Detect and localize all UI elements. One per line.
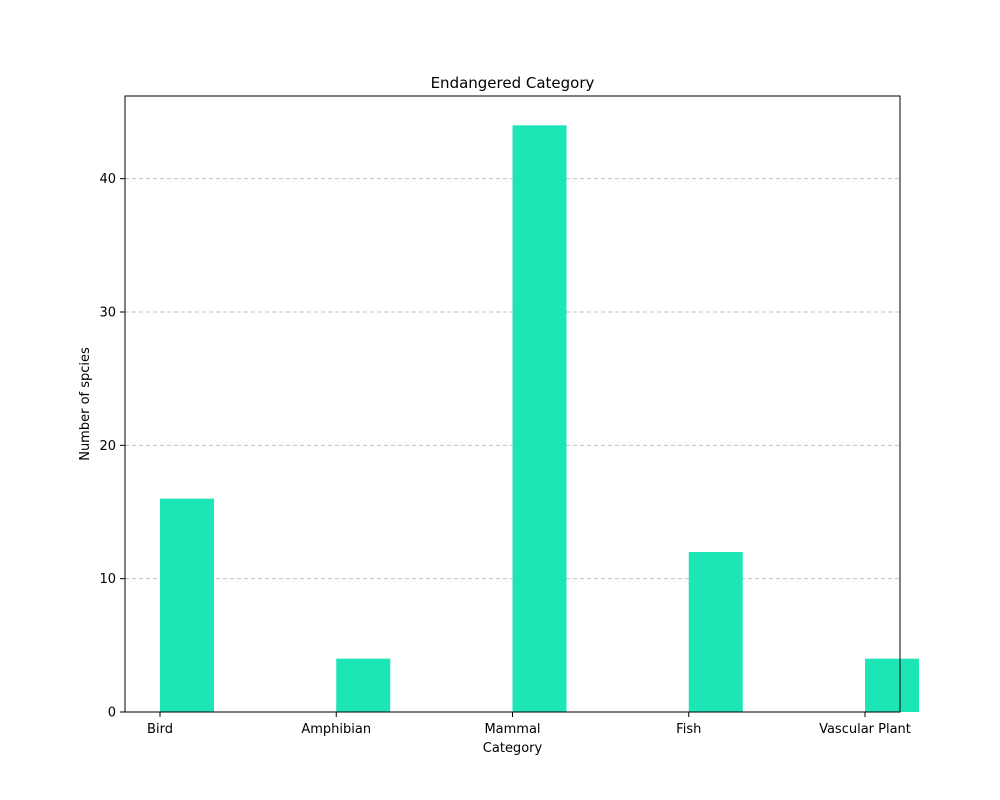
x-tick-label: Vascular Plant <box>819 722 911 737</box>
y-tick-label: 10 <box>99 572 116 587</box>
y-tick-label: 0 <box>108 706 116 721</box>
x-tick-label: Mammal <box>484 722 540 737</box>
bar-bird <box>160 498 214 712</box>
chart-title: Endangered Category <box>431 74 595 92</box>
x-axis-title: Category <box>483 741 543 756</box>
bar-mammal <box>512 125 567 713</box>
bars <box>160 125 919 713</box>
y-tick-label: 20 <box>99 439 116 454</box>
y-axis-title: Number of spcies <box>78 347 93 461</box>
y-tick-label: 30 <box>99 306 116 321</box>
bar-fish <box>688 552 743 712</box>
x-axis-ticks: Bird Amphibian Mammal Fish Vascular Plant <box>147 712 911 737</box>
bar-amphibian <box>336 658 391 712</box>
x-tick-label: Fish <box>676 722 701 737</box>
y-axis-ticks: 0 10 20 30 40 <box>99 172 125 721</box>
y-tick-label: 40 <box>99 172 116 187</box>
x-tick-label: Bird <box>147 722 173 737</box>
x-tick-label: Amphibian <box>301 722 371 737</box>
bar-vascular-plant <box>865 658 919 712</box>
